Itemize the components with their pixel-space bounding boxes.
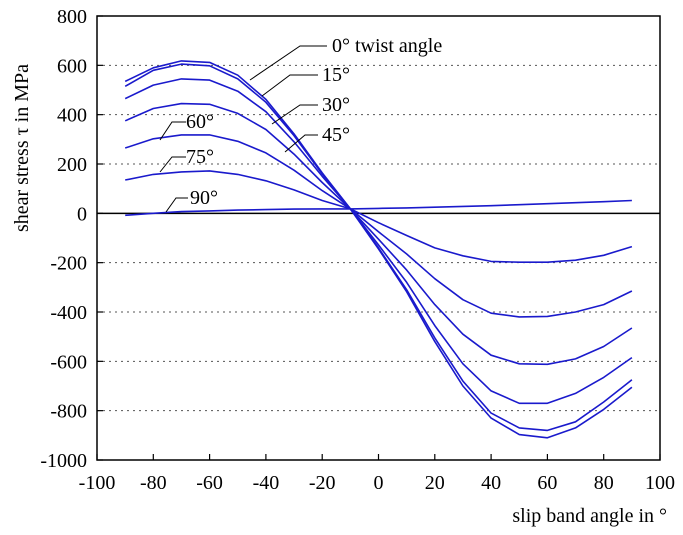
y-tick-label: -1000 — [40, 450, 87, 472]
tick-labels: -100 -80 -60 -40 -20 0 20 40 60 80 100800600400200… — [40, 6, 675, 494]
series-leader-line — [249, 45, 327, 81]
leader-layer — [159, 45, 327, 213]
x-tick-label: -20 — [309, 472, 336, 494]
series-leader-line — [261, 74, 318, 97]
y-tick-label: -400 — [50, 302, 87, 324]
series-label: 75° — [186, 146, 214, 168]
y-tick-label: -600 — [50, 351, 87, 373]
x-tick-label: -60 — [196, 472, 223, 494]
series-labels: 0° twist angle 15° 30° 45° 60° 75° 90° — [186, 35, 442, 209]
series-leader-line — [165, 197, 188, 213]
x-tick-label: 100 — [645, 472, 675, 494]
y-tick-label: -800 — [50, 401, 87, 423]
series-label: 45° — [322, 124, 350, 146]
y-tick-label: 600 — [57, 55, 87, 77]
series-layer — [124, 60, 633, 439]
x-tick-label: 60 — [537, 472, 557, 494]
series-line — [124, 134, 633, 318]
series-label: 60° — [186, 111, 214, 133]
series-line — [124, 78, 633, 405]
x-tick-label: -100 — [79, 472, 116, 494]
y-tick-label: 200 — [57, 154, 87, 176]
axes-layer — [96, 15, 661, 461]
y-axis-label: shear stress τ in MPa — [11, 64, 33, 232]
series-line — [124, 102, 633, 366]
x-tick-label: -40 — [253, 472, 280, 494]
y-tick-label: 400 — [57, 105, 87, 127]
y-tick-label: 0 — [77, 203, 87, 225]
series-line — [125, 170, 633, 264]
x-tick-label: 40 — [481, 472, 501, 494]
y-tick-label: 800 — [57, 6, 87, 28]
series-line — [125, 199, 632, 217]
series-label: 90° — [190, 187, 218, 209]
x-tick-label: -80 — [140, 472, 167, 494]
series-label: 0° twist angle — [332, 35, 442, 57]
series-leader-line — [271, 104, 318, 125]
x-tick-label: 0 — [374, 472, 384, 494]
series-leader-line — [284, 134, 318, 153]
series-label: 30° — [322, 94, 350, 116]
series-leader-line — [159, 156, 186, 173]
series-line — [124, 63, 633, 432]
x-axis-label: slip band angle in ° — [512, 505, 667, 527]
x-tick-label: 20 — [425, 472, 445, 494]
series-label: 15° — [322, 64, 350, 86]
x-tick-label: 80 — [594, 472, 614, 494]
y-tick-label: -200 — [50, 253, 87, 275]
series-leader-line — [159, 121, 186, 141]
